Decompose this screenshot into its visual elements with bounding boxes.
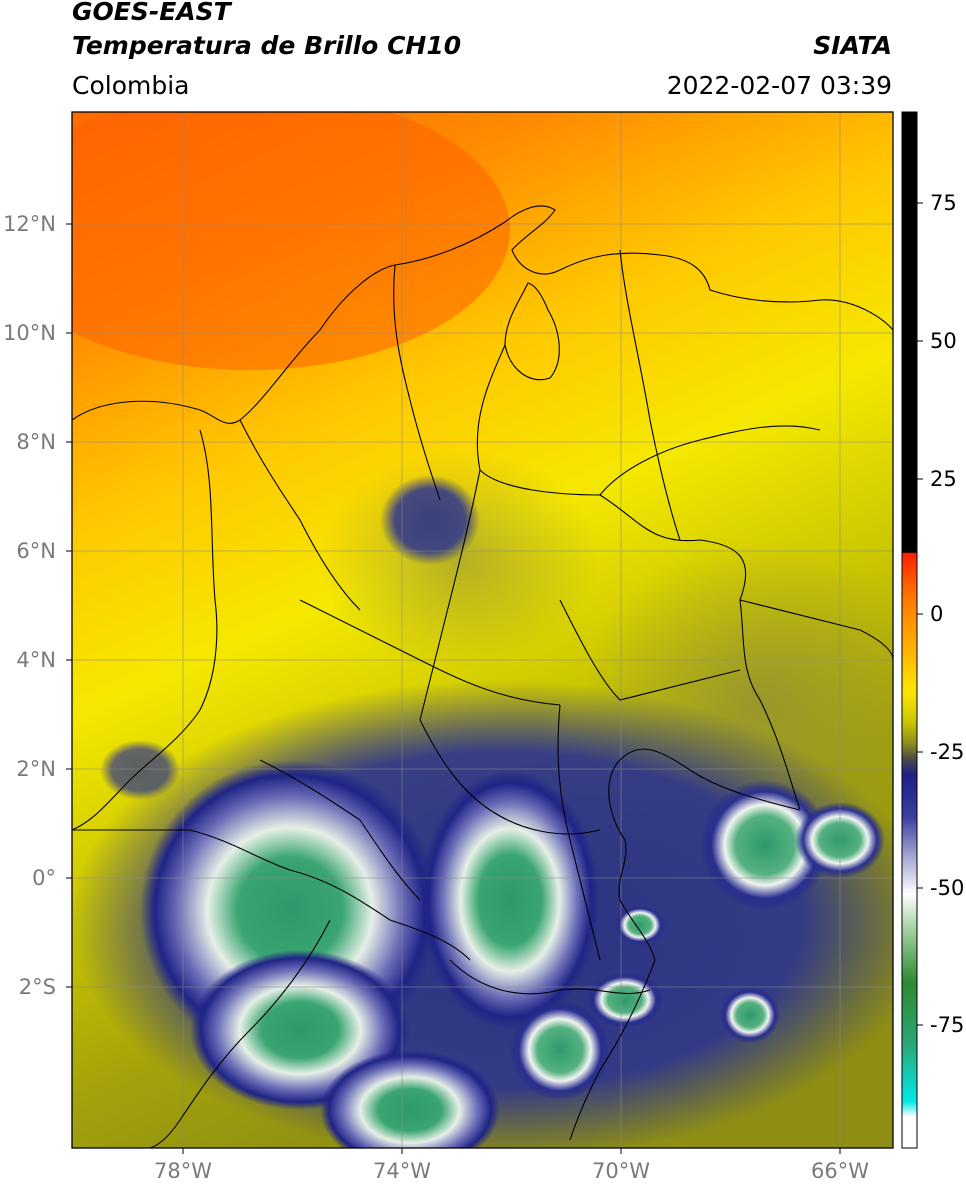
colorbar xyxy=(902,112,917,1148)
internal-dept-2 xyxy=(393,264,441,501)
internal-dept-5 xyxy=(559,599,741,701)
storm-cell-6 xyxy=(587,972,663,1028)
lon-label-74w: 74°W xyxy=(373,1159,431,1183)
storm-cell-10 xyxy=(615,905,665,945)
storm-cell-4 xyxy=(320,1050,500,1148)
storm-cell-3 xyxy=(420,770,600,1030)
internal-dept-3 xyxy=(419,469,481,721)
satellite-image xyxy=(72,112,893,1148)
colorbar-label-50: 50 xyxy=(930,329,957,353)
coastlines-and-borders xyxy=(72,205,893,1148)
internal-dept-4 xyxy=(299,599,561,706)
lat-tick-marks xyxy=(66,223,72,988)
internal-dept-1 xyxy=(239,419,361,611)
lat-label-2n: 2°N xyxy=(16,757,56,781)
storm-cell-7 xyxy=(700,780,830,910)
maracaibo-lake xyxy=(504,282,560,381)
colorbar-frame xyxy=(901,111,918,1149)
map-frame xyxy=(71,111,894,1149)
region-label: Colombia xyxy=(72,71,190,100)
datetime-label: 2022-02-07 03:39 xyxy=(666,71,892,100)
lat-label-8n: 8°N xyxy=(16,430,56,454)
lat-label-0: 0° xyxy=(32,866,56,890)
satellite-title: GOES-EAST xyxy=(72,0,231,26)
storm-cell-5 xyxy=(510,1000,610,1100)
colorbar-label-0: 0 xyxy=(930,602,944,626)
venezuela-state-1 xyxy=(619,249,681,541)
colorbar-label-25: 25 xyxy=(930,467,957,491)
pacific-coast xyxy=(72,429,218,831)
colorbar-label-minus75: -75 xyxy=(930,1013,965,1037)
internal-dept-7 xyxy=(259,759,421,901)
ecuador-border xyxy=(72,829,471,961)
lat-label-10n: 10°N xyxy=(3,321,56,345)
venezuela-state-2 xyxy=(739,599,893,661)
storm-cell-9 xyxy=(720,987,780,1043)
colorbar-label-75: 75 xyxy=(930,191,957,215)
venezuela-orinoco xyxy=(599,425,821,496)
colombia-venezuela-border xyxy=(476,344,801,811)
internal-dept-8 xyxy=(557,704,601,961)
peru-coast-border xyxy=(149,919,331,1148)
lat-label-12n: 12°N xyxy=(3,212,56,236)
lat-label-6n: 6°N xyxy=(16,539,56,563)
colorbar-label-minus25: -25 xyxy=(930,740,965,764)
lon-tick-marks xyxy=(182,1148,841,1154)
colombia-peru-border xyxy=(569,959,656,1141)
cold-cloud-andes xyxy=(380,475,480,565)
lon-label-70w: 70°W xyxy=(592,1159,650,1183)
lon-label-66w: 66°W xyxy=(811,1159,869,1183)
colombia-brazil-border xyxy=(608,748,801,961)
colorbar-label-minus50: -50 xyxy=(930,876,965,900)
warm-ocean-area xyxy=(72,112,510,370)
amazon-river xyxy=(449,959,651,995)
graticule xyxy=(72,112,893,1148)
colorbar-tick-marks xyxy=(917,202,923,1026)
product-title: Temperatura de Brillo CH10 xyxy=(72,31,462,60)
brand-label: SIATA xyxy=(813,31,892,60)
lat-label-4n: 4°N xyxy=(16,648,56,672)
lat-label-2s: 2°S xyxy=(18,975,56,999)
internal-dept-6 xyxy=(419,719,601,835)
lon-label-78w: 78°W xyxy=(154,1159,212,1183)
